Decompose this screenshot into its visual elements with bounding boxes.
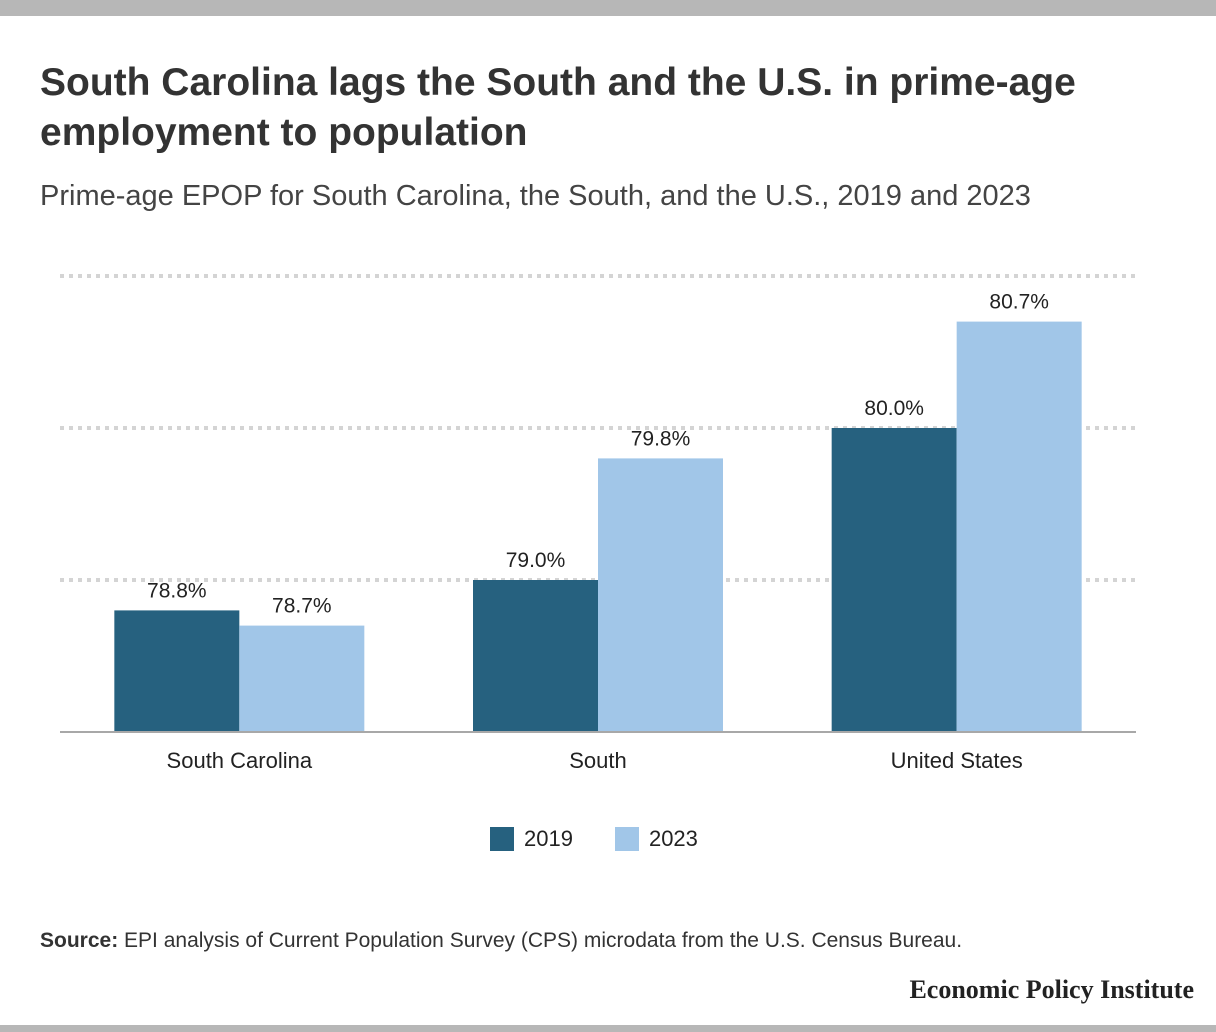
source-text: EPI analysis of Current Population Surve… (118, 929, 963, 952)
legend-swatch-2023 (614, 827, 639, 851)
chart-title: South Carolina lags the South and the U.… (40, 61, 1076, 154)
legend-label-2023: 2023 (648, 826, 698, 851)
category-label: South (569, 748, 627, 773)
legend-swatch-2019 (490, 827, 514, 851)
top-rule (0, 0, 1216, 16)
legend-item-2023: 2023 (614, 826, 698, 852)
category-label: South Carolina (167, 748, 313, 773)
brand-logo-text: Economic Policy Institute (909, 975, 1194, 1004)
category-label: United States (891, 748, 1023, 773)
bar-2023 (956, 321, 1082, 732)
bar-2019 (114, 610, 240, 732)
data-label-2023: 78.7% (272, 595, 332, 618)
data-label-2023: 80.7% (989, 291, 1049, 314)
data-label-2019: 80.0% (864, 397, 924, 420)
data-label-2019: 78.8% (147, 579, 207, 602)
data-label-2023: 79.8% (631, 427, 691, 450)
bar-chart: 78.8% 78.7% South Carolina 79.0% 79.8% South 8… (60, 274, 1136, 773)
legend: 2019 2023 (490, 826, 740, 852)
legend-item-2019: 2019 (490, 826, 573, 852)
data-label-2019: 79.0% (506, 549, 566, 572)
source-label: Source: (40, 929, 119, 952)
source-note: Source: EPI analysis of Current Populati… (40, 926, 1190, 956)
bar-2023 (239, 625, 365, 732)
bar-2023 (598, 458, 723, 732)
bar-2019 (831, 428, 957, 732)
legend-label-2019: 2019 (524, 826, 573, 851)
chart-subtitle: Prime-age EPOP for South Carolina, the S… (40, 180, 1031, 212)
bar-2019 (473, 580, 598, 732)
bottom-rule (0, 1025, 1216, 1032)
